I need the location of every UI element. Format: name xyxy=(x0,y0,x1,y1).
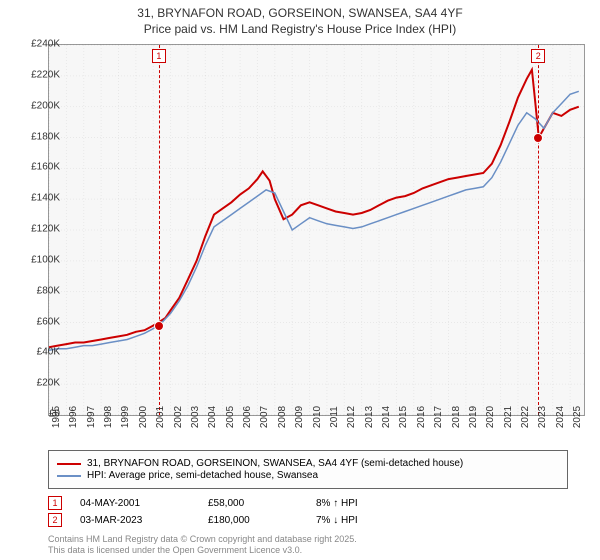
y-axis-tick: £40K xyxy=(16,347,60,358)
legend-label: 31, BRYNAFON ROAD, GORSEINON, SWANSEA, S… xyxy=(87,458,463,469)
x-axis-tick: 2005 xyxy=(225,406,236,428)
x-axis-tick: 2021 xyxy=(503,406,514,428)
y-axis-tick: £100K xyxy=(16,254,60,265)
event-marker-icon: 1 xyxy=(48,496,62,510)
y-axis-tick: £240K xyxy=(16,39,60,50)
event-row: 1 04-MAY-2001 £58,000 8% ↑ HPI xyxy=(48,496,568,510)
event-delta: 8% ↑ HPI xyxy=(316,498,358,509)
marker-vline xyxy=(159,45,160,415)
marker-vline xyxy=(538,45,539,415)
event-date: 03-MAR-2023 xyxy=(80,515,190,526)
x-axis-tick: 2019 xyxy=(468,406,479,428)
x-axis-tick: 2010 xyxy=(312,406,323,428)
x-axis-tick: 2013 xyxy=(364,406,375,428)
x-axis-tick: 2016 xyxy=(416,406,427,428)
event-price: £180,000 xyxy=(208,515,298,526)
legend-item: 31, BRYNAFON ROAD, GORSEINON, SWANSEA, S… xyxy=(57,458,559,469)
x-axis-tick: 2015 xyxy=(398,406,409,428)
legend-item: HPI: Average price, semi-detached house,… xyxy=(57,470,559,481)
footer-line-2: This data is licensed under the Open Gov… xyxy=(48,545,357,556)
event-price: £58,000 xyxy=(208,498,298,509)
x-axis-tick: 1998 xyxy=(103,406,114,428)
x-axis-tick: 2014 xyxy=(381,406,392,428)
legend-swatch xyxy=(57,463,81,465)
event-date: 04-MAY-2001 xyxy=(80,498,190,509)
legend-label: HPI: Average price, semi-detached house,… xyxy=(87,470,318,481)
x-axis-tick: 1999 xyxy=(120,406,131,428)
y-axis-tick: £20K xyxy=(16,378,60,389)
y-axis-tick: £120K xyxy=(16,224,60,235)
x-axis-tick: 2022 xyxy=(520,406,531,428)
x-axis-tick: 2006 xyxy=(242,406,253,428)
y-axis-tick: £60K xyxy=(16,316,60,327)
line-layer xyxy=(49,45,584,415)
title-line-1: 31, BRYNAFON ROAD, GORSEINON, SWANSEA, S… xyxy=(0,6,600,22)
x-axis-tick: 2017 xyxy=(433,406,444,428)
x-axis-tick: 2020 xyxy=(485,406,496,428)
plot-area: 12 xyxy=(48,44,585,416)
x-axis-tick: 2025 xyxy=(572,406,583,428)
x-axis-tick: 2002 xyxy=(173,406,184,428)
x-axis-tick: 2004 xyxy=(207,406,218,428)
footer-line-1: Contains HM Land Registry data © Crown c… xyxy=(48,534,357,545)
x-axis-tick: 2009 xyxy=(294,406,305,428)
y-axis-tick: £140K xyxy=(16,193,60,204)
x-axis-tick: 2000 xyxy=(138,406,149,428)
y-axis-tick: £80K xyxy=(16,285,60,296)
events-table: 1 04-MAY-2001 £58,000 8% ↑ HPI 2 03-MAR-… xyxy=(48,496,568,530)
event-row: 2 03-MAR-2023 £180,000 7% ↓ HPI xyxy=(48,513,568,527)
event-delta: 7% ↓ HPI xyxy=(316,515,358,526)
x-axis-tick: 1996 xyxy=(68,406,79,428)
x-axis-tick: 2012 xyxy=(346,406,357,428)
marker-dot-icon xyxy=(154,321,164,331)
y-axis-tick: £180K xyxy=(16,131,60,142)
event-marker-icon: 2 xyxy=(48,513,62,527)
legend-swatch xyxy=(57,475,81,477)
series-price_paid xyxy=(49,70,579,348)
marker-label-icon: 1 xyxy=(152,49,166,63)
footer: Contains HM Land Registry data © Crown c… xyxy=(48,534,357,556)
x-axis-tick: 2011 xyxy=(329,406,340,428)
title-line-2: Price paid vs. HM Land Registry's House … xyxy=(0,22,600,38)
x-axis-tick: 2024 xyxy=(555,406,566,428)
y-axis-tick: £160K xyxy=(16,162,60,173)
chart-container: 31, BRYNAFON ROAD, GORSEINON, SWANSEA, S… xyxy=(0,0,600,560)
legend: 31, BRYNAFON ROAD, GORSEINON, SWANSEA, S… xyxy=(48,450,568,489)
marker-dot-icon xyxy=(533,133,543,143)
x-axis-tick: 1995 xyxy=(51,406,62,428)
x-axis-tick: 2008 xyxy=(277,406,288,428)
y-axis-tick: £200K xyxy=(16,100,60,111)
x-axis-tick: 2007 xyxy=(259,406,270,428)
x-axis-tick: 2018 xyxy=(451,406,462,428)
title-block: 31, BRYNAFON ROAD, GORSEINON, SWANSEA, S… xyxy=(0,0,600,37)
x-axis-tick: 2023 xyxy=(537,406,548,428)
y-axis-tick: £220K xyxy=(16,69,60,80)
x-axis-tick: 1997 xyxy=(86,406,97,428)
x-axis-tick: 2003 xyxy=(190,406,201,428)
series-hpi xyxy=(49,91,579,350)
x-axis-tick: 2001 xyxy=(155,406,166,428)
marker-label-icon: 2 xyxy=(531,49,545,63)
